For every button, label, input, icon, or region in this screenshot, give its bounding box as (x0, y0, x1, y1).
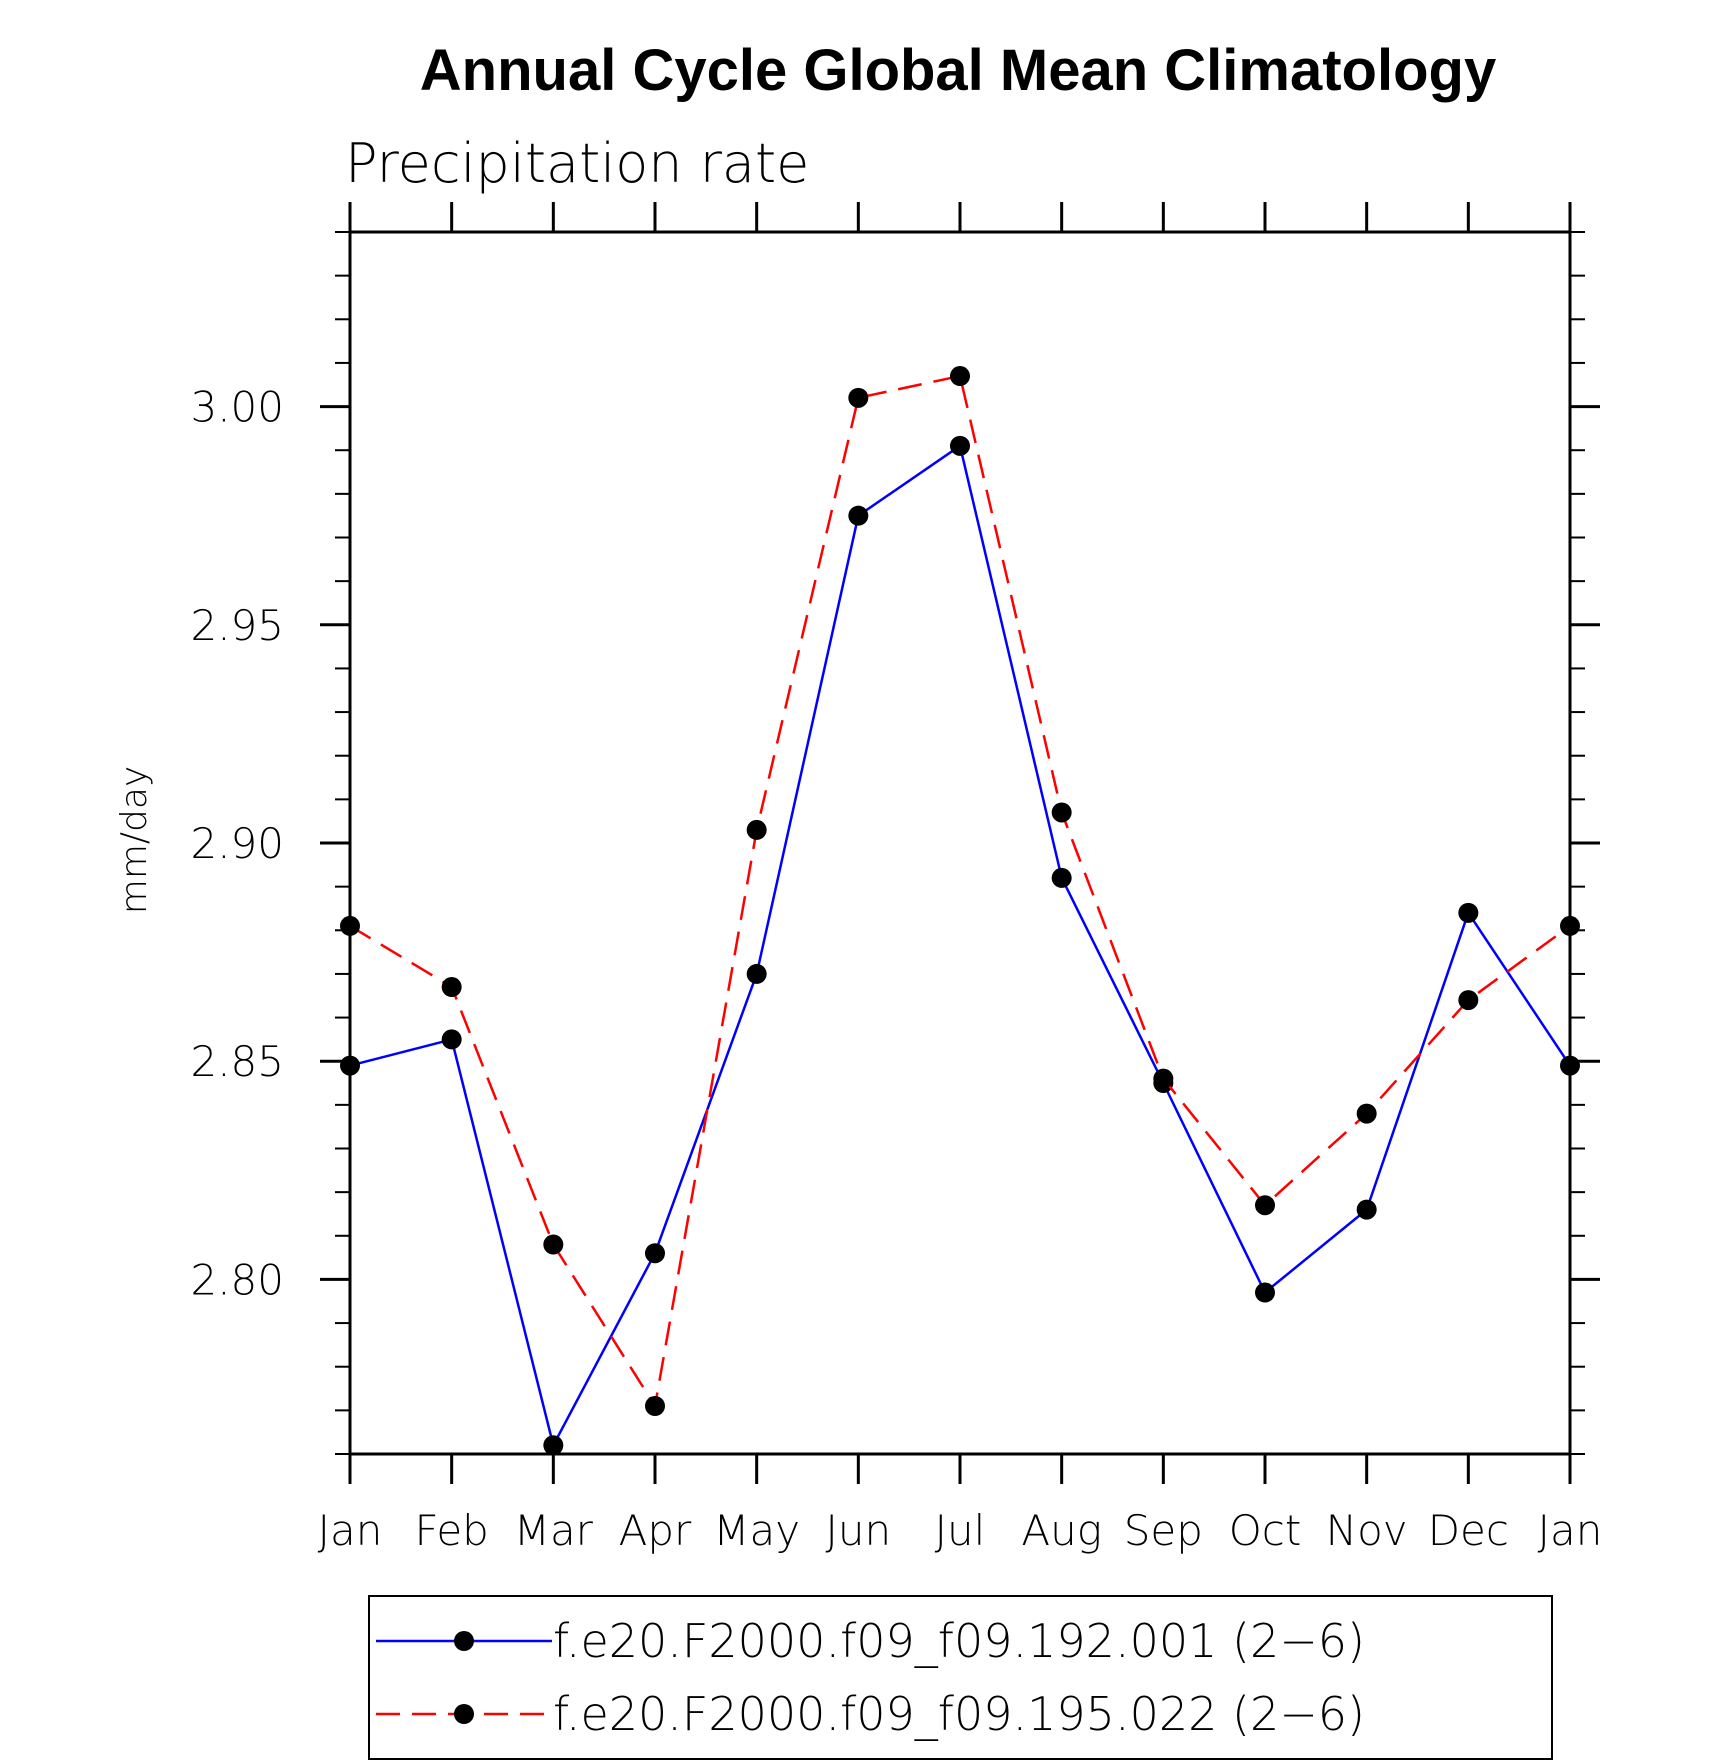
x-tick-label-9: Oct (1229, 1506, 1302, 1555)
y-tick-label-0: 2.80 (190, 1255, 284, 1304)
data-point-series-1-nov-10 (1356, 1199, 1377, 1220)
tick-labels: Jan Feb Mar Apr May Jun Jul Aug Sep Oct Nov Dec Jan 2… (190, 383, 1602, 1555)
data-point-series-2-may-4 (746, 819, 767, 840)
legend-marker-series-1 (454, 1631, 474, 1651)
data-point-series-2-jun-5 (848, 387, 869, 408)
data-point-series-1-feb-1 (441, 1029, 462, 1050)
series-line-2 (349, 374, 1571, 1408)
x-tick-label-11: Dec (1428, 1506, 1509, 1555)
data-point-series-2-oct-9 (1255, 1195, 1275, 1216)
y-tick-label-2: 2.90 (190, 819, 284, 868)
y-tick-label-4: 3.00 (190, 383, 284, 432)
data-point-series-2-mar-2 (543, 1234, 564, 1255)
data-point-series-2-jul-6 (950, 366, 970, 387)
data-point-series-2-feb-1 (441, 977, 462, 998)
data-point-series-2-apr-3 (645, 1395, 665, 1416)
legend-label-series-1: f.e20.F2000.f09_f09.192.001 (2−6) (553, 1614, 1365, 1668)
y-tick-label-3: 2.95 (190, 601, 284, 650)
data-point-series-2-sep-8 (1153, 1068, 1174, 1089)
y-axis-label: mm/day (114, 766, 155, 914)
data-point-series-1-jul-6 (950, 435, 970, 456)
legend-marker-series-2 (454, 1704, 474, 1724)
x-tick-label-2: Mar (514, 1506, 594, 1555)
chart-subtitle: Precipitation rate (345, 132, 809, 195)
x-tick-label-0: Jan (318, 1506, 383, 1555)
data-point-series-1-dec-11 (1458, 902, 1479, 923)
series-lines (340, 366, 1580, 1456)
data-point-series-1-oct-9 (1255, 1282, 1275, 1303)
data-point-series-1-mar-2 (543, 1435, 564, 1456)
x-tick-label-5: Jun (826, 1506, 892, 1555)
x-tick-label-6: Jul (935, 1506, 986, 1555)
series-line-1 (349, 444, 1572, 1447)
legend: f.e20.F2000.f09_f09.192.001 (2−6) f.e20.… (368, 1595, 1553, 1760)
x-tick-label-3: Apr (619, 1506, 692, 1555)
y-tick-label-1: 2.85 (190, 1037, 284, 1086)
data-point-series-2-aug-7 (1051, 802, 1072, 823)
data-point-series-1-aug-7 (1051, 867, 1072, 888)
plot-frame (348, 230, 1572, 1456)
x-tick-label-12: Jan (1538, 1506, 1603, 1555)
legend-label-series-2: f.e20.F2000.f09_f09.195.022 (2−6) (553, 1687, 1365, 1741)
data-point-series-2-dec-11 (1458, 990, 1479, 1011)
legend-box (368, 1595, 1553, 1760)
axis-ticks (320, 202, 1600, 1484)
data-point-series-1-may-4 (746, 963, 767, 984)
x-tick-label-7: Aug (1021, 1506, 1102, 1555)
data-point-series-1-apr-3 (645, 1243, 665, 1264)
data-point-series-2-nov-10 (1356, 1103, 1377, 1124)
x-tick-label-8: Sep (1124, 1506, 1203, 1555)
x-tick-label-4: May (713, 1506, 800, 1555)
x-tick-label-1: Feb (414, 1506, 488, 1555)
chart-title: Annual Cycle Global Mean Climatology (420, 38, 1496, 103)
data-point-series-1-jun-5 (848, 505, 869, 526)
x-tick-label-10: Nov (1326, 1506, 1408, 1555)
